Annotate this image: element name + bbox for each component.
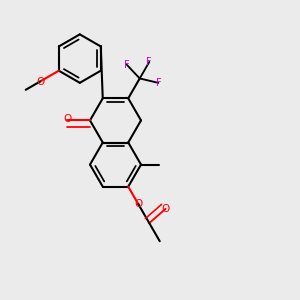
Text: O: O xyxy=(161,204,170,214)
Text: O: O xyxy=(63,114,71,124)
Text: F: F xyxy=(155,78,161,88)
Text: F: F xyxy=(146,57,152,67)
Text: O: O xyxy=(36,76,44,86)
Text: O: O xyxy=(134,199,142,209)
Text: F: F xyxy=(124,59,129,70)
